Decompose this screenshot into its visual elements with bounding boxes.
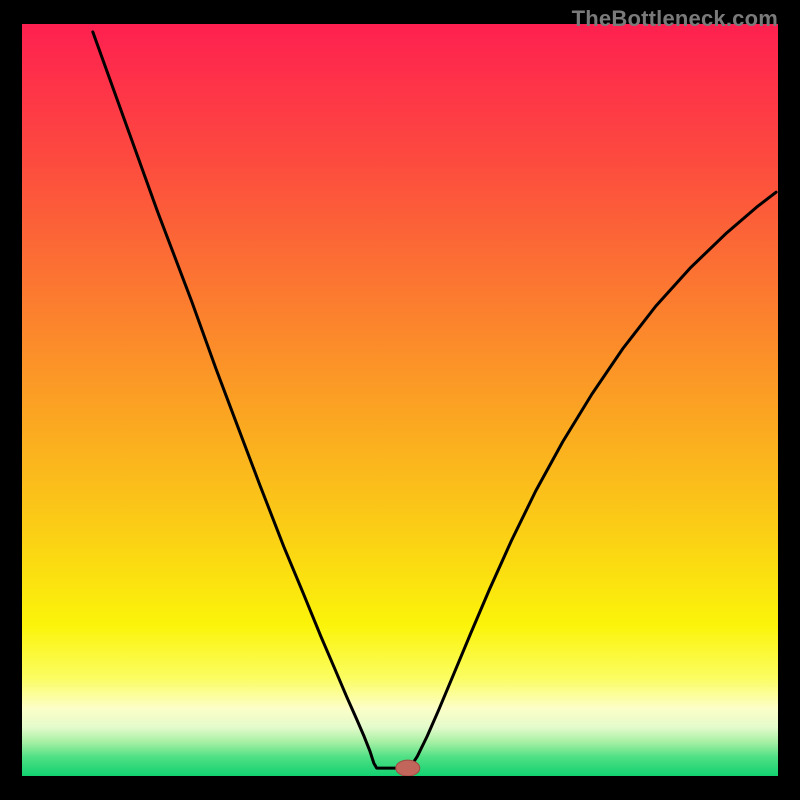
plot-area — [22, 24, 778, 776]
gradient-background — [22, 24, 778, 776]
optimal-point-marker — [396, 760, 420, 776]
chart-frame: TheBottleneck.com — [0, 0, 800, 800]
bottleneck-chart — [0, 0, 800, 800]
